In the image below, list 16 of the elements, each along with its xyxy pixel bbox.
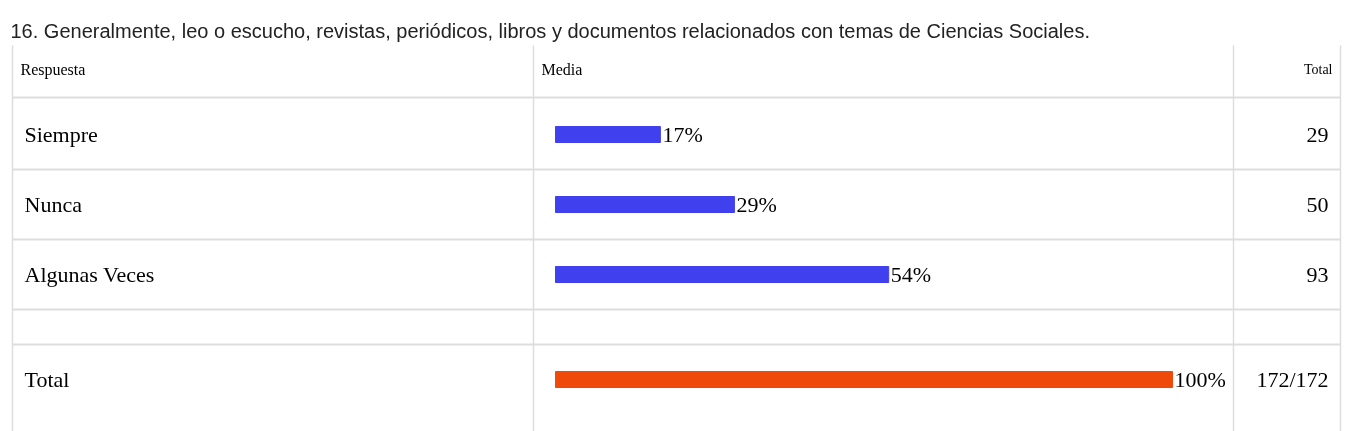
- text: 93: [1306, 261, 1329, 287]
- data-label: 54%: [890, 262, 932, 287]
- y-tick-label: Nunca: [24, 192, 83, 217]
- y-axis-title: Respuesta: [20, 61, 86, 79]
- text: 29: [1306, 121, 1329, 147]
- data-label: 29%: [736, 192, 777, 217]
- y-tick-label: Algunas Veces: [24, 262, 155, 287]
- y-tick-label: Siempre: [24, 122, 98, 147]
- chart-title: 16. Generalmente, leo o escucho, revistas, periódicos, libros y documentos relacionados con temas de Ciencias Sociales.: [10, 19, 1090, 42]
- y-tick-label: Total: [24, 367, 70, 392]
- text: 172/172: [1256, 367, 1329, 392]
- text: 50: [1306, 191, 1329, 217]
- data-label: 17%: [662, 122, 703, 147]
- text: Total: [1303, 62, 1333, 77]
- x-axis-title: Media: [541, 61, 583, 78]
- data-label: 100%: [1174, 367, 1226, 392]
